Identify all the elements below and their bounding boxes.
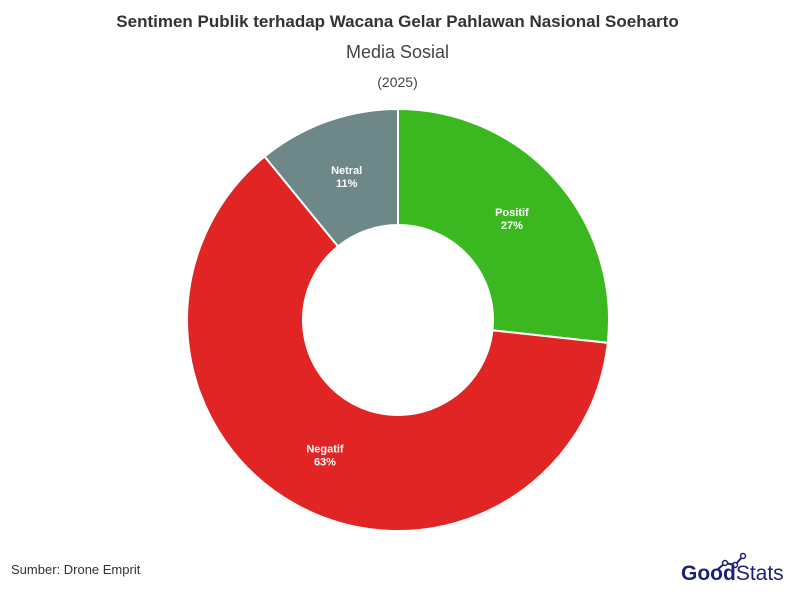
trend-line-icon xyxy=(716,552,747,571)
slice-netral[interactable] xyxy=(263,107,399,248)
slice-value-label: 27% xyxy=(501,220,523,232)
slice-negatif[interactable] xyxy=(186,155,609,532)
slice-value-label: 63% xyxy=(314,456,336,468)
chart-title: Sentimen Publik terhadap Wacana Gelar Pa… xyxy=(116,12,679,31)
slice-label: Negatif xyxy=(306,443,344,455)
slice-value-label: 11% xyxy=(336,178,358,190)
source-note: Sumber: Drone Emprit xyxy=(11,562,141,577)
chart-period: (2025) xyxy=(377,74,418,90)
goodstats-logo: GoodStats xyxy=(681,550,791,586)
chart-subtitle: Media Sosial xyxy=(345,42,450,62)
slice-positif[interactable] xyxy=(397,107,610,345)
slice-label: Positif xyxy=(495,207,529,219)
slice-label: Netral xyxy=(331,165,362,177)
